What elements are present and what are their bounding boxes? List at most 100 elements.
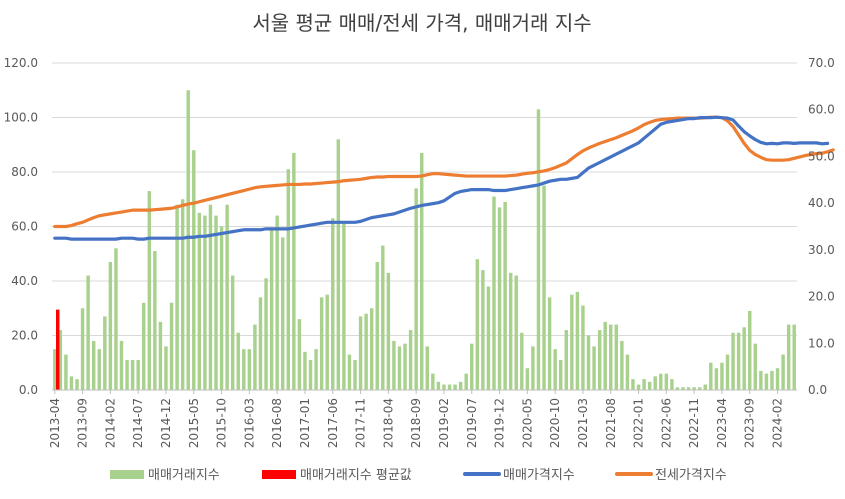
- trade-index-bar: [103, 316, 107, 390]
- y-right-tick-label: 50.0: [808, 149, 835, 163]
- x-tick-label: 2014-12: [159, 398, 173, 448]
- trade-index-bar: [681, 387, 685, 390]
- trade-index-bar: [386, 272, 391, 390]
- trade-index-bar: [375, 261, 379, 390]
- x-tick-label: 2015-05: [187, 398, 201, 448]
- trade-index-bar: [531, 346, 535, 390]
- trade-index-bar: [653, 376, 657, 390]
- gridlines: [52, 62, 797, 391]
- y-left-tick-label: 40.0: [11, 274, 38, 288]
- trade-index-bar: [492, 196, 496, 390]
- trade-index-bar: [481, 270, 485, 390]
- price-lines: [53, 115, 835, 241]
- trade-index-bar: [353, 360, 357, 390]
- trade-index-bar: [286, 169, 291, 390]
- x-tick-label: 2022-06: [659, 398, 673, 448]
- trade-index-bar: [336, 139, 341, 390]
- trade-index-bar: [431, 373, 435, 390]
- y-right-tick-label: 30.0: [808, 243, 835, 257]
- trade-index-bar: [86, 275, 90, 390]
- trade-index-bar: [692, 387, 696, 390]
- trade-index-bar: [597, 330, 602, 390]
- trade-index-bar: [292, 152, 296, 390]
- trade-index-bar: [203, 215, 207, 390]
- trade-index-bar: [731, 332, 735, 390]
- trade-index-bar: [142, 302, 146, 390]
- trade-index-bar: [425, 346, 430, 390]
- y-left-tick-label: 120.0: [4, 56, 38, 70]
- trade-index-bar: [675, 387, 680, 390]
- trade-index-bar: [403, 343, 407, 390]
- x-tick-label: 2013-04: [48, 398, 62, 448]
- x-tick-label: 2017-11: [354, 398, 368, 448]
- trade-index-bar: [197, 212, 202, 390]
- trade-index-bar: [264, 278, 268, 390]
- trade-avg-bar: [56, 309, 60, 390]
- trade-index-bar: [436, 381, 441, 390]
- trade-index-bar: [703, 384, 707, 390]
- trade-index-bar: [647, 381, 652, 390]
- x-tick-label: 2016-08: [270, 398, 284, 448]
- trade-index-bar: [408, 330, 413, 390]
- y-left-tick-label: 80.0: [11, 165, 38, 179]
- trade-index-bar: [714, 368, 719, 390]
- trade-index-bar: [508, 272, 513, 390]
- trade-index-bar: [759, 370, 763, 390]
- trade-index-bar: [342, 223, 346, 390]
- trade-index-bar: [447, 384, 452, 390]
- legend-swatch: [110, 470, 144, 479]
- axes: 0.0 20.0 40.0 60.0 80.0 100.0 120.0 0.0 10.0 20.0…: [4, 56, 835, 448]
- trade-index-bar: [269, 229, 274, 390]
- legend-label: 매매거래지수 평균값: [300, 468, 412, 483]
- y-right-tick-label: 40.0: [808, 196, 835, 210]
- trade-index-bar: [347, 354, 352, 390]
- x-tick-label: 2019-12: [493, 398, 507, 448]
- trade-index-bar: [175, 204, 179, 390]
- legend-item: 매매거래지수 평균값: [262, 468, 412, 483]
- trade-index-bar: [686, 387, 691, 390]
- trade-index-bar: [53, 349, 57, 390]
- trade-index-bar: [297, 319, 302, 390]
- trade-index-bar: [392, 340, 396, 390]
- trade-index-bar: [725, 354, 730, 390]
- x-tick-label: 2017-01: [298, 398, 312, 448]
- x-tick-label: 2017-06: [326, 398, 340, 448]
- trade-index-bar: [225, 204, 229, 390]
- x-tick-label: 2023-04: [715, 398, 729, 448]
- trade-index-bars: [53, 90, 796, 390]
- trade-index-bar: [475, 259, 480, 390]
- trade-index-bar: [659, 373, 663, 390]
- trade-index-bar: [764, 373, 769, 390]
- trade-index-bar: [331, 218, 335, 390]
- trade-index-bar: [64, 354, 68, 390]
- x-tick-label: 2016-03: [242, 398, 256, 448]
- trade-index-bar: [553, 349, 557, 390]
- trade-index-bar: [564, 330, 568, 390]
- legend-label: 매매가격지수: [503, 468, 575, 483]
- x-tick-label: 2014-07: [131, 398, 145, 448]
- trade-avg-bars: [56, 309, 60, 390]
- trade-index-bar: [642, 379, 646, 390]
- trade-index-bar: [786, 324, 791, 390]
- trade-index-bar: [80, 308, 85, 390]
- y-right-tick-label: 60.0: [808, 103, 835, 117]
- trade-index-bar: [397, 346, 402, 390]
- y-right-tick-label: 70.0: [808, 56, 835, 70]
- trade-index-bar: [748, 310, 752, 390]
- trade-index-bar: [364, 313, 368, 390]
- trade-index-bar: [242, 349, 246, 390]
- trade-index-bar: [108, 261, 113, 390]
- trade-index-bar: [219, 226, 224, 390]
- x-tick-label: 2020-05: [520, 398, 534, 448]
- trade-index-bar: [247, 349, 252, 390]
- legend-swatch: [262, 470, 296, 479]
- legend-label: 매매거래지수: [148, 468, 220, 483]
- trade-index-bar: [214, 215, 218, 390]
- y-left-tick-label: 100.0: [4, 111, 38, 125]
- trade-index-bar: [453, 384, 457, 390]
- legend-item: 전세가격지수: [615, 468, 727, 483]
- trade-index-bar: [208, 204, 213, 390]
- trade-index-bar: [130, 360, 135, 390]
